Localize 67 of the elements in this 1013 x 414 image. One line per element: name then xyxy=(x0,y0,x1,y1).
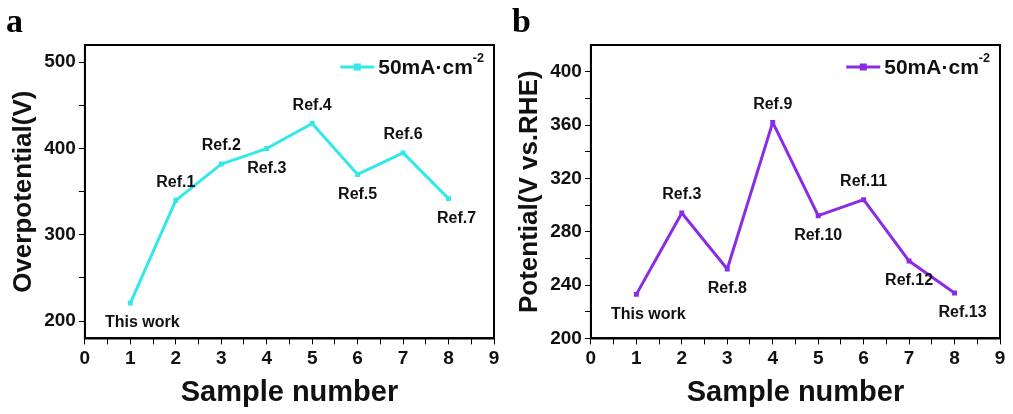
point xyxy=(633,291,639,297)
point xyxy=(724,266,730,272)
x-tick-label: 7 xyxy=(903,347,915,369)
y-tick-label: 240 xyxy=(550,273,582,295)
x-axis-title: Sample number xyxy=(180,374,399,407)
x-tick-label: 5 xyxy=(306,347,318,369)
x-tick-label: 7 xyxy=(397,347,409,369)
point xyxy=(861,197,867,203)
y-axis-title: Potential(V vs.RHE) xyxy=(512,70,543,314)
y-tick-label: 280 xyxy=(550,219,582,241)
point xyxy=(173,197,179,203)
point xyxy=(815,213,821,219)
x-tick-label: 0 xyxy=(79,347,91,369)
x-tick-label: 9 xyxy=(488,347,500,369)
point xyxy=(400,150,406,156)
annotation: Ref.11 xyxy=(840,172,888,190)
annotation: Ref.4 xyxy=(292,95,332,113)
annotation: This work xyxy=(105,313,180,331)
annotation: Ref.9 xyxy=(753,94,793,112)
annotation: Ref.2 xyxy=(201,136,241,154)
annotation: Ref.8 xyxy=(707,279,747,297)
annotation: Ref.12 xyxy=(885,271,934,289)
x-tick-label: 6 xyxy=(858,347,869,369)
chart-title: a xyxy=(6,2,23,40)
chart-title: b xyxy=(512,2,531,40)
annotation: Ref.7 xyxy=(436,209,477,227)
y-tick-label: 400 xyxy=(44,136,76,158)
x-tick-label: 0 xyxy=(585,347,597,369)
x-tick-label: 8 xyxy=(443,347,454,369)
x-tick-label: 6 xyxy=(352,347,363,369)
y-tick-label: 200 xyxy=(44,309,76,331)
annotation: Ref.5 xyxy=(338,184,378,202)
annotation: This work xyxy=(611,304,686,322)
point xyxy=(355,171,361,177)
point xyxy=(952,290,958,296)
x-tick-label: 3 xyxy=(721,347,733,369)
y-tick-label: 300 xyxy=(44,223,76,245)
point xyxy=(264,146,270,152)
annotation: Ref.1 xyxy=(156,172,196,190)
x-tick-label: 2 xyxy=(676,347,688,369)
x-tick-label: 1 xyxy=(631,347,643,369)
point xyxy=(679,210,685,216)
y-tick-label: 320 xyxy=(550,166,582,188)
y-tick-label: 360 xyxy=(550,113,582,135)
x-tick-label: 2 xyxy=(170,347,182,369)
x-tick-label: 9 xyxy=(994,347,1006,369)
annotation: Ref.6 xyxy=(383,125,423,143)
point xyxy=(906,258,912,264)
y-tick-label: 500 xyxy=(44,50,76,72)
annotation: Ref.13 xyxy=(938,303,987,321)
x-axis-title: Sample number xyxy=(686,374,905,407)
point xyxy=(446,196,452,202)
x-tick-label: 1 xyxy=(125,347,137,369)
x-tick-label: 3 xyxy=(215,347,227,369)
x-tick-label: 4 xyxy=(767,347,779,369)
x-tick-label: 5 xyxy=(812,347,824,369)
point xyxy=(770,119,776,125)
x-tick-label: 8 xyxy=(949,347,960,369)
point xyxy=(309,121,315,126)
point xyxy=(218,161,224,167)
y-axis-title: Overpotential(V) xyxy=(6,90,37,293)
annotation: Ref.10 xyxy=(794,226,843,244)
x-tick-label: 4 xyxy=(261,347,273,369)
y-tick-label: 400 xyxy=(550,59,582,81)
annotation: Ref.3 xyxy=(247,158,287,176)
annotation: Ref.3 xyxy=(662,185,702,203)
y-tick-label: 200 xyxy=(550,326,582,348)
